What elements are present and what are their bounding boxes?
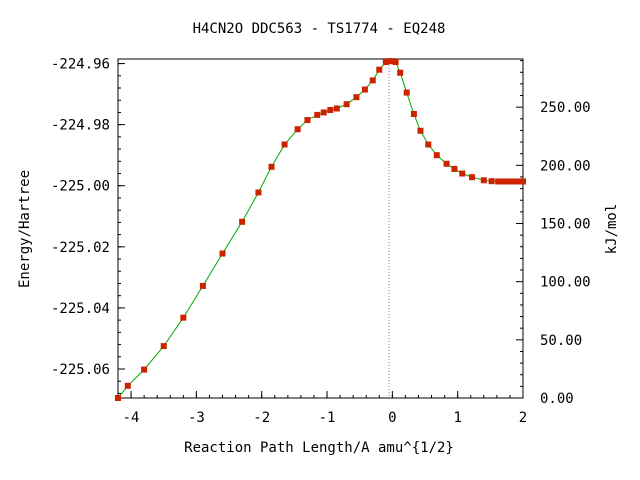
data-point	[417, 127, 424, 134]
y2-axis-label: kJ/mol	[604, 204, 620, 255]
data-point	[443, 160, 450, 167]
energy-curve	[117, 60, 523, 399]
data-point	[219, 250, 226, 257]
y-tick-label: -225.04	[51, 301, 110, 317]
data-point	[199, 282, 206, 289]
data-point	[425, 141, 432, 148]
data-point	[180, 314, 187, 321]
data-point	[500, 178, 507, 185]
data-point	[410, 110, 417, 117]
data-point	[369, 77, 376, 84]
y2-tick-label: 200.00	[540, 158, 591, 174]
x-tick-label: -2	[253, 410, 270, 426]
data-point	[515, 178, 522, 185]
data-point	[320, 109, 327, 116]
x-tick-label: -4	[123, 410, 140, 426]
data-point	[520, 178, 526, 185]
data-point	[141, 366, 148, 373]
data-point	[124, 382, 131, 389]
x-axis-label: Reaction Path Length/A amu^{1/2}	[184, 440, 454, 456]
data-point	[353, 94, 360, 101]
y-axis-right: 0.00 50.00 100.00 150.00 200.00 250.00	[516, 60, 591, 407]
y2-tick-label: 50.00	[540, 333, 582, 349]
data-point	[304, 117, 311, 124]
data-point	[239, 218, 246, 225]
data-point	[403, 89, 410, 96]
data-point	[255, 189, 262, 196]
y-tick-label: -225.06	[51, 362, 110, 378]
y2-tick-label: 150.00	[540, 216, 591, 232]
data-point	[115, 395, 121, 401]
data-point	[495, 178, 502, 185]
data-point	[480, 177, 487, 184]
y-tick-label: -225.02	[51, 240, 110, 256]
x-tick-label: 1	[453, 410, 461, 426]
data-point	[392, 59, 399, 66]
data-point	[397, 69, 404, 76]
data-point	[459, 170, 466, 177]
data-point	[433, 152, 440, 159]
data-point	[343, 101, 350, 108]
data-point	[294, 126, 301, 133]
data-point	[505, 178, 512, 185]
x-tick-label: -3	[188, 410, 205, 426]
y2-tick-label: 0.00	[540, 391, 574, 407]
x-tick-label: 0	[388, 410, 396, 426]
data-point	[314, 111, 321, 118]
x-tick-label: 2	[519, 410, 527, 426]
data-point	[268, 163, 275, 170]
plot-frame	[117, 58, 524, 399]
data-point	[389, 58, 396, 65]
x-tick-label: -1	[319, 410, 336, 426]
y-tick-label: -224.96	[51, 57, 110, 73]
y-tick-label: -224.98	[51, 118, 110, 134]
data-point	[382, 59, 389, 66]
data-point	[469, 174, 476, 181]
data-point	[376, 66, 383, 73]
y-axis-label: Energy/Hartree	[17, 170, 33, 288]
data-point	[451, 165, 458, 172]
y2-tick-label: 250.00	[540, 100, 591, 116]
x-axis: -4 -3 -2 -1 0 1 2	[117, 391, 527, 426]
data-point	[386, 58, 393, 65]
y-tick-label: -225.00	[51, 179, 110, 195]
data-point	[361, 86, 368, 93]
data-point	[281, 141, 288, 148]
data-point	[327, 107, 334, 114]
data-points	[115, 58, 526, 401]
plot-border	[117, 58, 524, 399]
chart-title: H4CN2O DDC563 - TS1774 - EQ248	[193, 21, 446, 37]
y-axis-left: -224.96 -224.98 -225.00 -225.02 -225.04 -225.…	[51, 57, 125, 394]
data-point	[333, 105, 340, 112]
data-point	[160, 343, 167, 350]
data-point	[488, 178, 495, 185]
y2-tick-label: 100.00	[540, 275, 591, 291]
data-point	[510, 178, 517, 185]
